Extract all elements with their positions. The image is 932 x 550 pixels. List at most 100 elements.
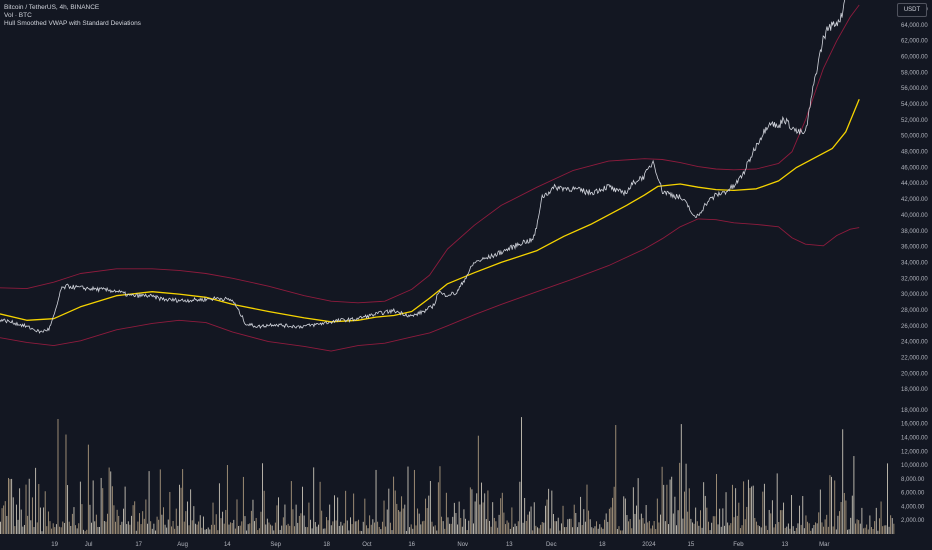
- volume-bar: [552, 513, 554, 534]
- volume-bar: [831, 476, 832, 534]
- chart-legend: Bitcoin / TetherUS, 4h, BINANCE Vol · BT…: [4, 4, 141, 28]
- volume-bar: [453, 502, 455, 534]
- volume-bar: [612, 497, 614, 534]
- volume-bar: [834, 480, 836, 534]
- volume-bar: [426, 508, 428, 534]
- volume-bar: [67, 485, 69, 534]
- time-axis[interactable]: 19 Jul 17 Aug 14 Sep 18 Oct 16 Nov 13 Dec 18 2024 15 Fe…: [51, 542, 829, 548]
- symbol-title[interactable]: Bitcoin / TetherUS, 4h, BINANCE: [4, 4, 100, 11]
- volume-bar: [334, 495, 335, 534]
- volume-bar: [1, 508, 3, 534]
- volume-bar: [402, 508, 404, 534]
- volume-bar: [613, 486, 615, 534]
- volume-bar: [562, 505, 564, 534]
- volume-bar: [308, 502, 310, 534]
- volume-bar: [537, 527, 538, 534]
- currency-button[interactable]: USDT: [897, 3, 927, 17]
- volume-bar: [202, 516, 204, 534]
- volume-bar: [568, 518, 570, 534]
- volume-bar: [471, 489, 473, 534]
- volume-bar: [359, 530, 361, 534]
- volume-bar: [215, 514, 217, 534]
- volume-bar: [351, 524, 353, 534]
- volume-bar: [437, 482, 439, 534]
- price-tick-label: 24,000.00: [901, 340, 928, 346]
- volume-bar: [698, 525, 700, 534]
- volume-bar: [274, 522, 276, 534]
- volume-bar: [572, 527, 574, 534]
- volume-bar: [335, 520, 337, 534]
- volume-bar: [417, 508, 419, 534]
- volume-bar: [843, 492, 845, 534]
- volume-bar: [337, 497, 339, 534]
- volume-bar: [701, 527, 703, 534]
- volume-bar: [588, 510, 590, 534]
- volume-legend[interactable]: Vol · BTC: [4, 12, 32, 19]
- volume-bar: [15, 504, 17, 534]
- volume-bar: [91, 522, 92, 534]
- volume-bar: [652, 525, 653, 534]
- indicator-legend[interactable]: Hull Smoothed VWAP with Standard Deviati…: [4, 20, 141, 27]
- volume-bar: [778, 522, 780, 534]
- volume-bar: [676, 525, 677, 534]
- volume-bar: [525, 520, 527, 534]
- volume-bar: [132, 505, 134, 534]
- volume-bar: [319, 481, 321, 534]
- volume-bar: [124, 486, 126, 534]
- volume-bar: [731, 484, 733, 534]
- volume-bar: [744, 519, 746, 534]
- volume-bar: [27, 515, 29, 534]
- volume-bar: [557, 517, 559, 534]
- volume-bar: [252, 499, 254, 534]
- volume-bar: [242, 476, 244, 534]
- volume-bar: [565, 527, 567, 534]
- volume-bar: [677, 510, 679, 534]
- volume-bar: [600, 527, 602, 534]
- volume-bar: [356, 521, 358, 534]
- volume-bar: [481, 482, 482, 534]
- volume-bar: [803, 528, 805, 534]
- volume-bar: [298, 515, 300, 534]
- volume-bar: [57, 419, 59, 534]
- volume-bar: [476, 493, 478, 534]
- volume-bar: [505, 524, 506, 534]
- volume-bar: [204, 529, 206, 534]
- volume-bar: [477, 435, 479, 534]
- volume-bar: [131, 515, 132, 534]
- volume-bar: [68, 521, 70, 534]
- volume-bar: [33, 527, 35, 534]
- volume-bar: [695, 507, 697, 534]
- volume-bar: [282, 517, 284, 534]
- volume-bar: [762, 491, 764, 534]
- volume-bar: [441, 516, 443, 534]
- volume-bar: [739, 528, 741, 534]
- volume-bar: [546, 499, 548, 534]
- volume-bar: [556, 521, 558, 534]
- volume-bar: [94, 521, 96, 534]
- volume-bar: [321, 510, 323, 534]
- volume-bar: [791, 495, 793, 534]
- volume-bar: [150, 521, 152, 534]
- volume-bar: [696, 521, 698, 534]
- volume-bar: [640, 513, 642, 534]
- volume-bar: [409, 527, 411, 534]
- volume-bar: [127, 521, 129, 534]
- volume-bar: [658, 522, 660, 534]
- volume-bar: [864, 527, 866, 534]
- volume-bar: [225, 509, 227, 534]
- volume-bar: [668, 524, 669, 534]
- volume-bar: [848, 529, 850, 534]
- volume-bar: [354, 521, 356, 534]
- volume-bar: [19, 488, 21, 534]
- volume-bar: [276, 505, 278, 534]
- volume-bar: [660, 514, 661, 534]
- volume-bar: [530, 506, 532, 534]
- volume-bar: [25, 484, 27, 534]
- volume-bar: [142, 511, 144, 534]
- volume-bar: [115, 521, 116, 534]
- volume-bar: [487, 490, 489, 534]
- volume-bar: [823, 526, 824, 534]
- volume-bar: [608, 508, 610, 534]
- volume-bar: [218, 483, 220, 534]
